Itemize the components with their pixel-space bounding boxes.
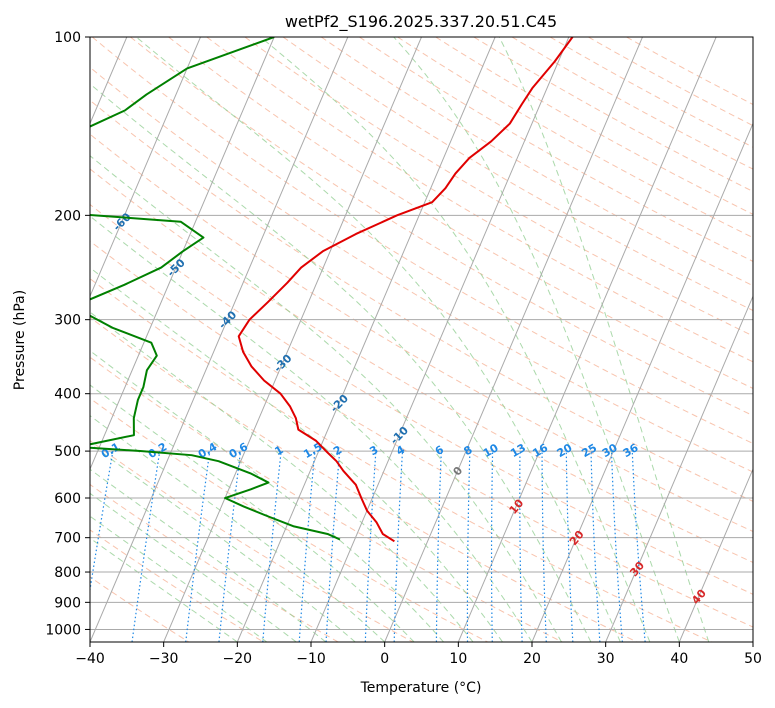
x-tick-label: 10: [449, 651, 467, 667]
dry-adiabat-line: [282, 37, 753, 312]
dry-adiabat-line: [168, 37, 753, 389]
dry-adiabat-line: [549, 37, 753, 148]
y-tick-label: 900: [54, 595, 81, 611]
dry-adiabat-line: [473, 37, 753, 193]
moist-adiabat-line: [90, 267, 503, 642]
mixing-ratio-line: [90, 450, 114, 594]
y-tick-label: 1000: [45, 622, 81, 638]
y-tick-label: 700: [54, 531, 81, 547]
moist-adiabat-line: [498, 37, 710, 642]
dry-adiabat-line: [90, 168, 753, 563]
dry-adiabat-line: [91, 37, 753, 445]
dewpoint-line: [90, 37, 341, 541]
y-tick-label: 400: [54, 387, 81, 403]
x-tick-label: −20: [223, 651, 253, 667]
isotherm-line: [310, 37, 570, 642]
x-tick-label: 50: [744, 651, 762, 667]
dry-adiabat-line: [90, 133, 753, 533]
isotherm-line: [236, 37, 496, 642]
moist-adiabat-line: [90, 492, 297, 642]
x-tick-label: 30: [597, 651, 615, 667]
mixing-ratio-line: [131, 451, 161, 642]
isotherm-line: [605, 295, 753, 642]
isotherm-line: [384, 37, 643, 642]
isotherm-line: [678, 467, 753, 642]
moist-adiabat-line: [90, 515, 268, 642]
x-tick-label: −40: [75, 651, 105, 667]
moist-adiabat-line: [90, 537, 238, 642]
moist-adiabat-line: [260, 37, 651, 642]
moist-adiabat-line: [135, 37, 621, 642]
chart-title: wetPf2_S196.2025.337.20.51.C45: [285, 12, 557, 32]
dry-adiabat-line: [90, 316, 638, 642]
dry-adiabat-line: [90, 440, 414, 642]
temperature-line: [237, 37, 574, 543]
y-tick-label: 300: [54, 313, 81, 329]
isotherm-line: [90, 37, 201, 298]
y-tick-label: 500: [54, 444, 81, 460]
dry-adiabat-line: [359, 37, 753, 262]
y-axis-label: Pressure (hPa): [12, 290, 28, 390]
moist-adiabat-line: [90, 468, 327, 642]
x-tick-label: 20: [523, 651, 541, 667]
dry-adiabat-line: [90, 278, 712, 642]
mixing-ratio-line: [298, 451, 316, 642]
mixing-ratio-line: [185, 451, 211, 642]
x-tick-label: −30: [149, 651, 179, 667]
plot-background: [90, 37, 753, 642]
dry-adiabat-line: [206, 37, 753, 363]
y-tick-label: 800: [54, 565, 81, 581]
axes: −40 −30 −20 −10 0 10 20 30 40 50 100 200 300 400 500 60…: [45, 30, 762, 667]
isotherm-line: [163, 37, 422, 642]
moist-adiabat-line: [90, 311, 474, 642]
isotherm-line: [457, 37, 717, 642]
dry-adiabat-line: [397, 37, 753, 239]
dry-adiabat-line: [90, 203, 753, 595]
y-tick-label: 600: [54, 491, 81, 507]
isotherm-line: [531, 122, 753, 642]
y-tick-label: 200: [54, 208, 81, 224]
x-tick-label: −10: [296, 651, 326, 667]
dry-adiabat-line: [90, 483, 339, 642]
x-axis-label: Temperature (°C): [360, 680, 482, 696]
mixing-ratio-line: [262, 451, 282, 642]
moist-adiabat-line: [90, 215, 533, 642]
dry-adiabat-line: [90, 240, 753, 628]
moist-adiabat-line: [90, 155, 562, 642]
moist-adiabat-line: [90, 415, 386, 642]
x-tick-label: 0: [380, 651, 389, 667]
dry-adiabat-line: [90, 529, 264, 642]
moist-adiabat-line: [90, 350, 444, 642]
x-tick-label: 40: [670, 651, 688, 667]
plot-frame: [89, 36, 754, 643]
isotherm-line: [90, 37, 349, 642]
y-tick-label: 100: [54, 30, 81, 46]
mixing-ratio-labels: 0.1 0.2 0.4 0.6 1 1.5 2 3 4 6 8 10 13 16 20 25 30 36: [99, 440, 641, 461]
dry-adiabat-line: [90, 66, 753, 473]
moist-adiabat-line: [393, 37, 680, 642]
